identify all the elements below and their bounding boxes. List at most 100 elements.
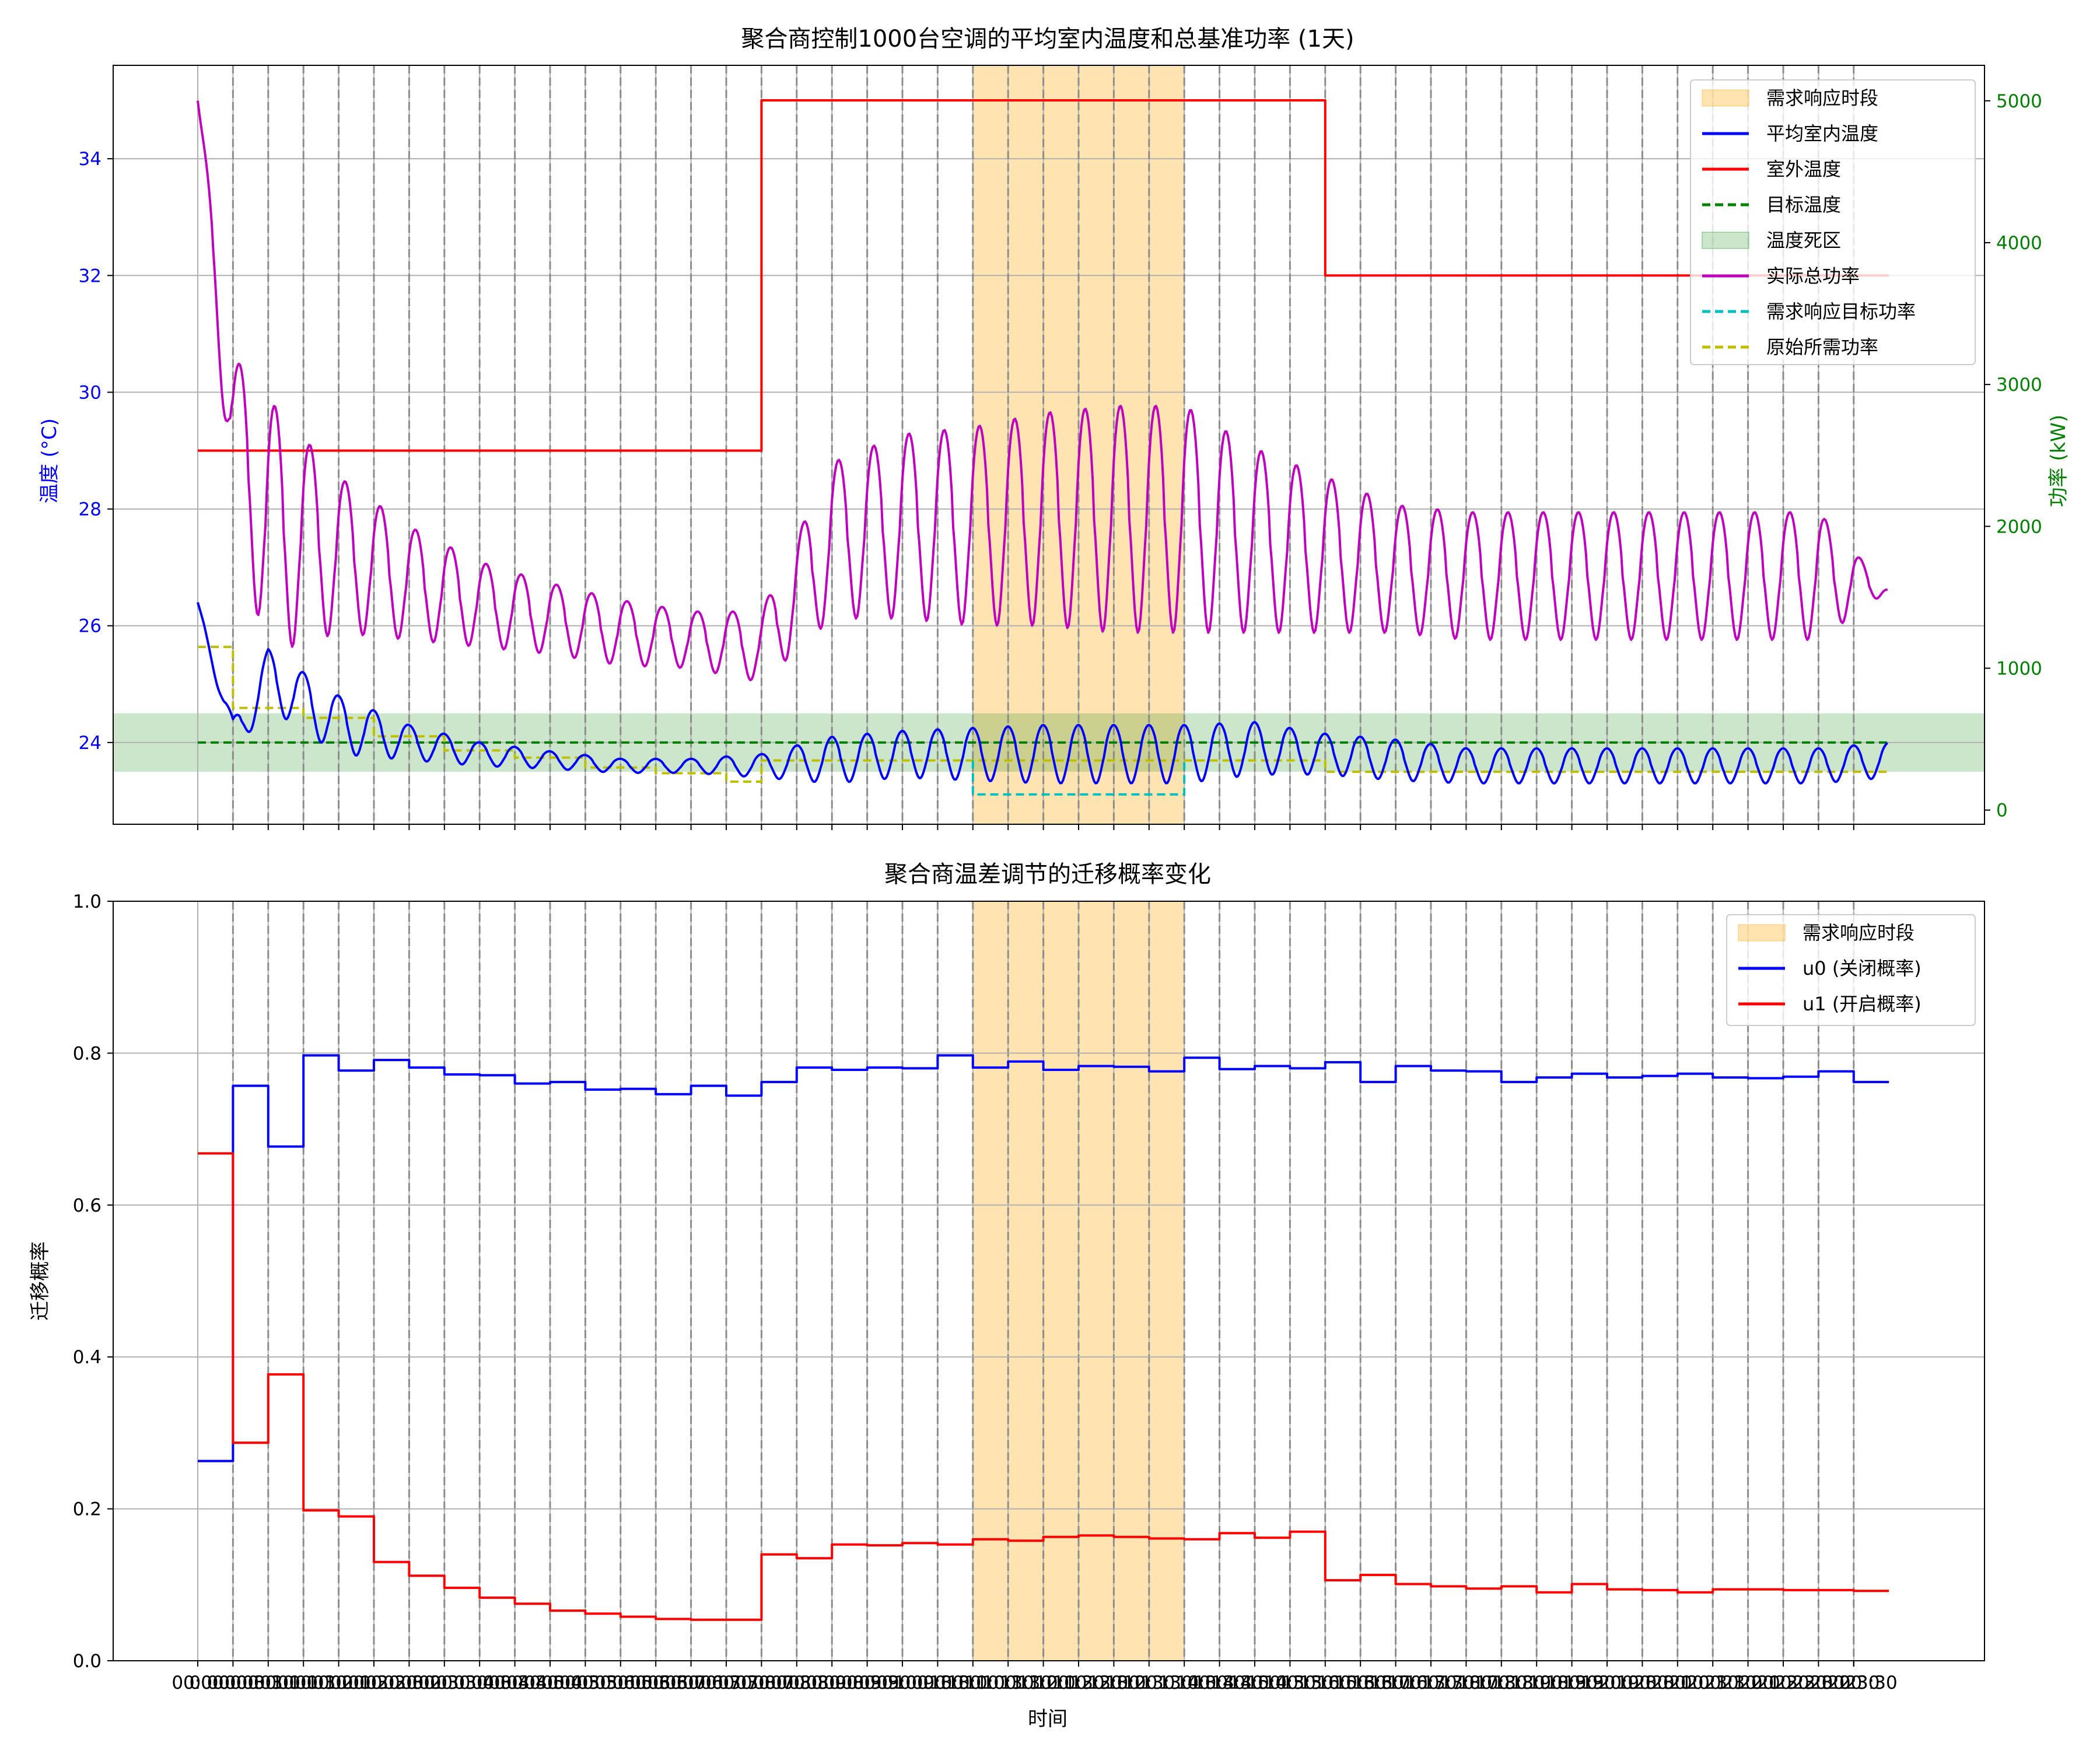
xtick-label: 01:30 — [295, 1672, 347, 1693]
bottom-yticks: 0.0 0.2 0.4 0.6 0.8 1.0 — [73, 891, 113, 1672]
u1-line — [198, 1152, 1889, 1621]
dr-target-power-line — [971, 760, 1186, 796]
xtick-label: 17:00 — [1387, 1672, 1439, 1693]
xtick-label: 11:30 — [1052, 1672, 1104, 1693]
xtick-label: 04:30 — [559, 1672, 611, 1693]
xtick-label: 15:00 — [1299, 1672, 1351, 1693]
xtick-label: 09:00 — [824, 1672, 876, 1693]
ytick-right-label: 1000 — [1996, 659, 2042, 680]
u0-line — [198, 1054, 1889, 1462]
bottom-xlabel: 时间 — [1028, 1707, 1068, 1731]
ytick-label: 0.6 — [73, 1195, 102, 1216]
xtick-label: 02:30 — [366, 1672, 418, 1693]
xtick-label: 12:30 — [1070, 1672, 1122, 1693]
xtick-label: 02:00 — [330, 1672, 382, 1693]
xtick-label: 00:00 — [190, 1672, 242, 1693]
xtick-label: 16:00 — [1317, 1672, 1368, 1693]
xtick-label: 03:00 — [401, 1672, 453, 1693]
bottom-chart-title: 聚合商温差调节的迁移概率变化 — [884, 861, 1211, 888]
legend-label: 平均室内温度 — [1766, 123, 1878, 145]
xtick-label: 06:30 — [648, 1672, 699, 1693]
xtick-label: 01:00 — [313, 1672, 365, 1693]
xtick-label: 21:30 — [1757, 1672, 1809, 1693]
xtick-label: 09:30 — [912, 1672, 964, 1693]
xtick-label: 05:00 — [542, 1672, 594, 1693]
actual-power-line — [197, 100, 1888, 681]
legend-label: 需求响应时段 — [1766, 87, 1878, 109]
xtick-label: 20:00 — [1599, 1672, 1651, 1693]
ytick-right-label: 5000 — [1996, 91, 2042, 112]
xtick-label: 13:30 — [1140, 1672, 1192, 1693]
bottom-series — [198, 1054, 1889, 1621]
legend-label: 温度死区 — [1766, 229, 1841, 251]
ytick-right-label: 0 — [1996, 800, 2008, 821]
xtick-label: 09:30 — [859, 1672, 911, 1693]
xtick-label: 18:00 — [1511, 1672, 1563, 1693]
xtick-label: 18:00 — [1458, 1672, 1510, 1693]
legend-label: u0 (关闭概率) — [1803, 957, 1922, 979]
legend-label: 需求响应时段 — [1803, 922, 1915, 944]
xtick-label: 02:00 — [383, 1672, 435, 1693]
xtick-label: 17:30 — [1475, 1672, 1527, 1693]
xtick-label: 20:30 — [1634, 1672, 1686, 1693]
xtick-label: 15:30 — [1335, 1672, 1387, 1693]
xtick-label: 22:30 — [1828, 1672, 1880, 1693]
xtick-label: 16:00 — [1370, 1672, 1422, 1693]
xtick-label: 08:00 — [753, 1672, 805, 1693]
legend-box — [1726, 914, 1976, 1026]
xtick-label: 06:00 — [612, 1672, 664, 1693]
top-ylabel: 温度 (°C) — [38, 418, 61, 503]
xtick-label: 16:30 — [1405, 1672, 1457, 1693]
ytick-right-label: 3000 — [1996, 374, 2042, 396]
ytick-label: 0.4 — [73, 1347, 102, 1368]
xtick-label: 11:00 — [964, 1672, 1016, 1693]
original-power-line — [198, 646, 1889, 783]
xtick-label: 13:00 — [1158, 1672, 1210, 1693]
xtick-label: 07:00 — [682, 1672, 734, 1693]
xtick-label: 15:30 — [1282, 1672, 1334, 1693]
xtick-label: 05:30 — [630, 1672, 682, 1693]
legend-label: 实际总功率 — [1766, 265, 1860, 287]
xtick-label: 11:30 — [1000, 1672, 1052, 1693]
xtick-label: 00:00 — [172, 1672, 223, 1693]
xtick-label: 07:00 — [736, 1672, 788, 1693]
ytick-label: 28 — [79, 499, 102, 520]
xtick-label: 04:00 — [524, 1672, 576, 1693]
xtick-label: 19:00 — [1581, 1672, 1633, 1693]
ytick-label: 32 — [79, 265, 102, 286]
xtick-label: 20:30 — [1687, 1672, 1739, 1693]
xtick-label: 07:30 — [718, 1672, 770, 1693]
xtick-label: 17:30 — [1423, 1672, 1475, 1693]
xtick-label: 06:30 — [700, 1672, 752, 1693]
ytick-right-label: 4000 — [1996, 233, 2042, 254]
xtick-label: 07:30 — [771, 1672, 822, 1693]
ytick-label: 0.8 — [73, 1043, 102, 1064]
avg-indoor-temp-line — [197, 602, 1889, 785]
xtick-label: 05:00 — [594, 1672, 646, 1693]
xtick-label: 13:30 — [1194, 1672, 1245, 1693]
xtick-label: 22:00 — [1793, 1672, 1845, 1693]
xtick-label: 14:00 — [1228, 1672, 1280, 1693]
xtick-label: 19:30 — [1616, 1672, 1668, 1693]
xtick-label: 15:00 — [1247, 1672, 1298, 1693]
ytick-label: 30 — [79, 382, 102, 403]
xtick-label: 22:00 — [1740, 1672, 1791, 1693]
xtick-label: 18:30 — [1493, 1672, 1545, 1693]
top-xticks — [197, 824, 1854, 830]
xtick-label: 09:00 — [876, 1672, 928, 1693]
ytick-label: 34 — [79, 149, 102, 170]
xtick-label: 03:30 — [489, 1672, 541, 1693]
top-plot-frame — [113, 65, 1985, 825]
xtick-label: 16:30 — [1352, 1672, 1404, 1693]
xtick-label: 10:00 — [947, 1672, 999, 1693]
xtick-label: 04:00 — [471, 1672, 523, 1693]
xtick-label: 21:00 — [1669, 1672, 1721, 1693]
xtick-label: 01:00 — [278, 1672, 330, 1693]
xtick-label: 02:30 — [418, 1672, 470, 1693]
bottom-plot-frame — [113, 901, 1985, 1661]
bottom-ylabel: 迁移概率 — [29, 1241, 52, 1321]
xtick-label: 03:00 — [454, 1672, 506, 1693]
xtick-label: 00:30 — [225, 1672, 276, 1693]
top-chart: 聚合商控制1000台空调的平均室内温度和总基准功率 (1天) 24 26 28 30 3… — [38, 26, 2070, 830]
